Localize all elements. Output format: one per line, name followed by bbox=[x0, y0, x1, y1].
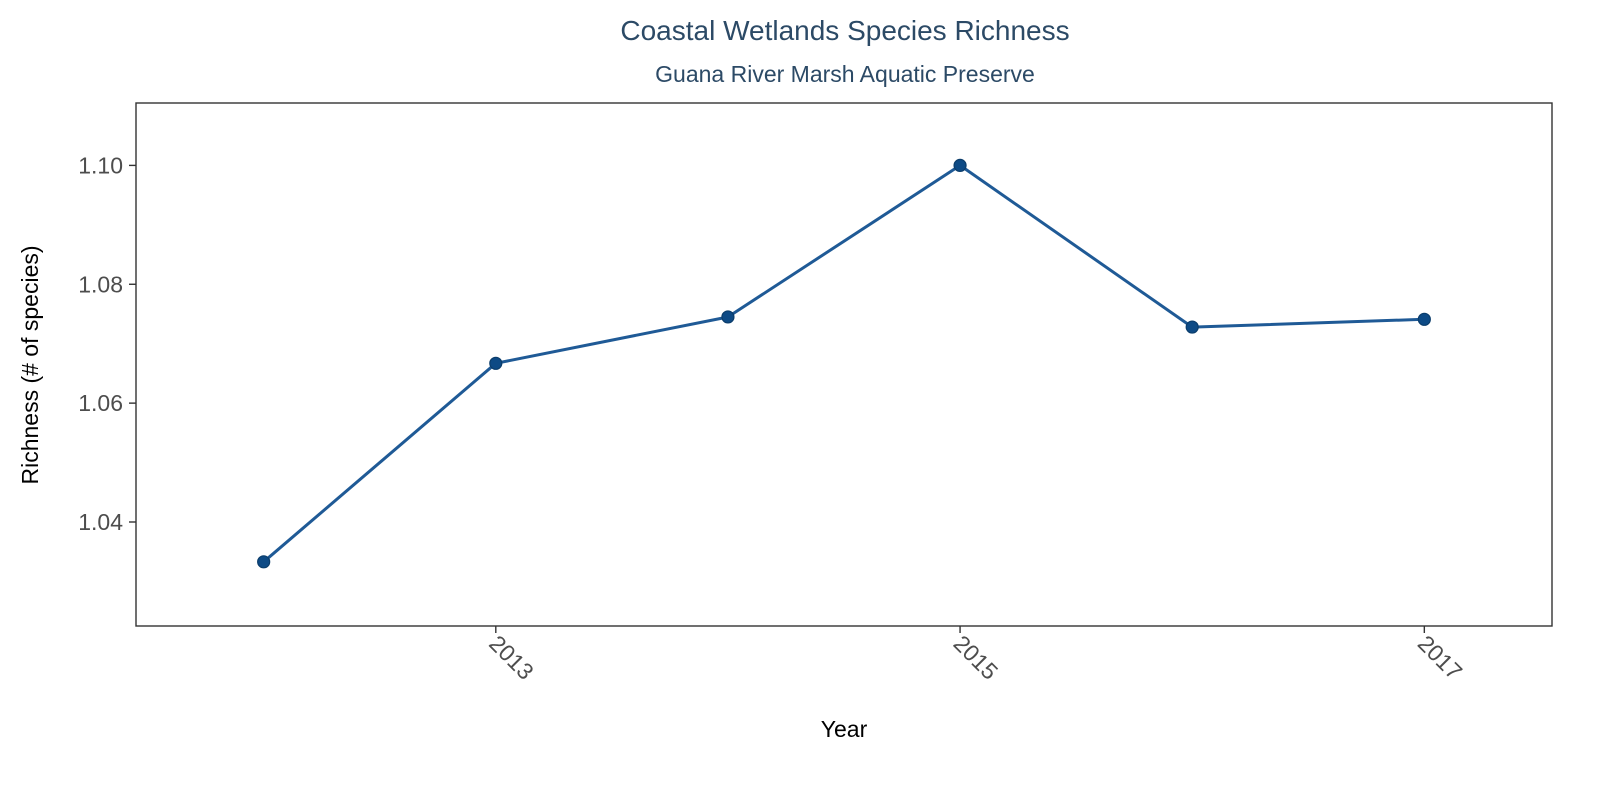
x-axis-label: Year bbox=[821, 716, 868, 742]
chart-subtitle: Guana River Marsh Aquatic Preserve bbox=[655, 61, 1035, 87]
y-tick-label: 1.06 bbox=[78, 390, 123, 416]
data-point bbox=[953, 158, 967, 173]
x-tick-label: 2017 bbox=[1413, 630, 1468, 685]
series-line bbox=[262, 163, 1425, 563]
data-point bbox=[257, 555, 271, 569]
x-tick-label: 2013 bbox=[484, 630, 539, 685]
data-point bbox=[721, 310, 735, 324]
y-tick-label: 1.10 bbox=[78, 152, 123, 178]
series-layer bbox=[257, 158, 1431, 569]
x-axis: 2013 2015 2017 bbox=[484, 626, 1467, 685]
data-point bbox=[1185, 320, 1199, 334]
data-point bbox=[489, 356, 503, 370]
chart-title: Coastal Wetlands Species Richness bbox=[620, 15, 1069, 46]
x-tick-label: 2015 bbox=[949, 630, 1004, 685]
data-point bbox=[1417, 312, 1431, 326]
y-tick-label: 1.08 bbox=[78, 271, 123, 297]
y-axis: 1.04 1.06 1.08 1.10 bbox=[78, 152, 136, 535]
y-axis-label: Richness (# of species) bbox=[17, 245, 43, 484]
y-tick-label: 1.04 bbox=[78, 509, 123, 535]
plot-panel bbox=[135, 102, 1553, 627]
